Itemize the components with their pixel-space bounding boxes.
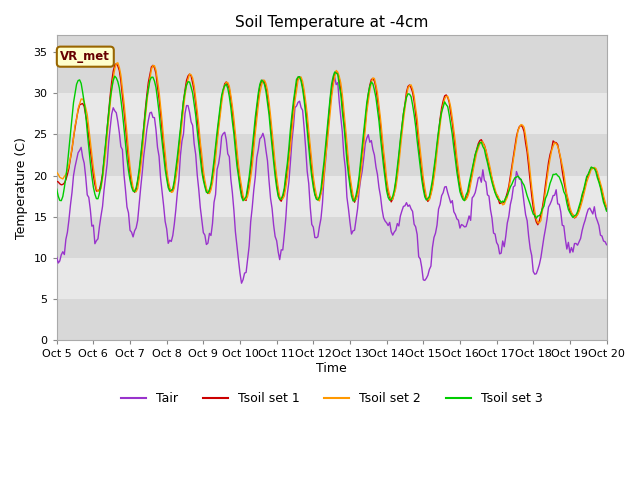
Bar [57,299,607,340]
Y-axis label: Temperature (C): Temperature (C) [15,137,28,239]
Bar [57,176,607,217]
Bar [57,134,607,176]
Bar [57,217,607,258]
X-axis label: Time: Time [316,362,347,375]
Bar [57,258,607,299]
Title: Soil Temperature at -4cm: Soil Temperature at -4cm [235,15,428,30]
Bar [57,93,607,134]
Text: VR_met: VR_met [60,50,110,63]
Bar [57,52,607,93]
Legend: Tair, Tsoil set 1, Tsoil set 2, Tsoil set 3: Tair, Tsoil set 1, Tsoil set 2, Tsoil se… [115,387,548,410]
